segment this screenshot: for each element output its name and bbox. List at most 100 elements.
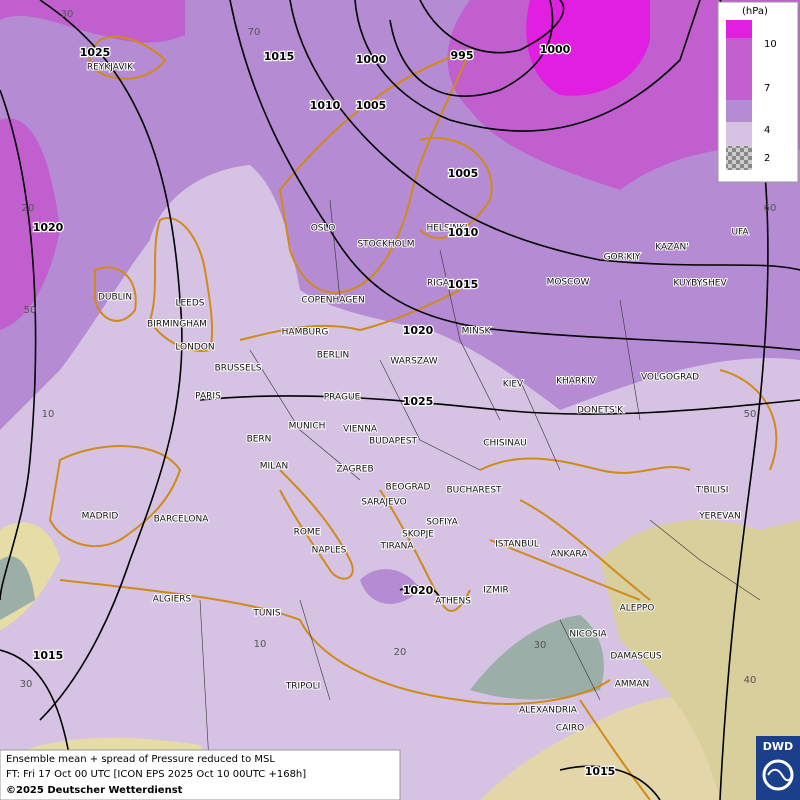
borders	[199, 199, 761, 781]
isobar-label: 1015	[264, 50, 295, 63]
isobar-label: 1025	[403, 395, 434, 408]
city-label: HAMBURG	[282, 328, 329, 338]
isobar-label: 1020	[33, 221, 64, 234]
city-label: SOFIYA	[426, 518, 458, 528]
city-label: DUBLIN	[98, 293, 132, 303]
city-label: KHARKIV	[556, 377, 597, 387]
city-label: BIRMINGHAM	[147, 320, 207, 330]
legend-level: 4	[764, 125, 770, 136]
city-label: MADRID	[82, 512, 119, 522]
city-label: ANKARA	[551, 550, 589, 560]
footer: Ensemble mean + spread of Pressure reduc…	[0, 749, 401, 800]
city-label: CHISINAU	[483, 439, 527, 449]
graticule-label: 70	[248, 27, 261, 38]
city-label: MILAN	[260, 462, 289, 472]
legend-unit: (hPa)	[742, 6, 768, 17]
graticule-label: 20	[22, 203, 35, 214]
city-label: T'BILISI	[695, 486, 729, 496]
graticule-label: 20	[394, 647, 407, 658]
city-label: GOR'KIY	[604, 253, 641, 263]
graticule-label: 30	[20, 679, 33, 690]
city-label: TRIPOLI	[285, 682, 321, 692]
city-label: BEOGRAD	[386, 483, 431, 493]
city-label: TIRANA	[379, 542, 414, 552]
city-label: SKOPJE	[402, 530, 434, 540]
isobar-label: 1020	[403, 324, 434, 337]
isobar-label: 1000	[540, 43, 571, 56]
graticule-label: 30	[61, 9, 74, 20]
city-label: ATHENS	[435, 597, 471, 607]
city-label: BRUSSELS	[215, 364, 262, 374]
graticule-label: 10	[254, 639, 267, 650]
city-label: AMMAN	[615, 680, 650, 690]
city-label: HELSINKI	[426, 224, 467, 234]
city-label: TUNIS	[252, 609, 280, 619]
city-label: BERLIN	[317, 351, 350, 361]
city-label: PARIS	[195, 392, 221, 402]
graticule-label: 30	[534, 640, 547, 651]
isobar-label: 1015	[33, 649, 64, 662]
city-label: ALEXANDRIA	[519, 706, 578, 716]
isobar-label: 1025	[80, 46, 111, 59]
city-label: PRAGUE	[324, 393, 361, 403]
logo: DWD	[756, 736, 800, 800]
city-label: MUNICH	[289, 422, 326, 432]
city-label: BUCHAREST	[446, 486, 502, 496]
isobar-label: 1010	[448, 226, 479, 239]
legend-level: 7	[764, 83, 770, 94]
city-label: COPENHAGEN	[301, 296, 364, 306]
city-label: KIEV	[503, 380, 524, 390]
city-label: CAIRO	[556, 724, 584, 734]
city-label: VOLGOGRAD	[641, 373, 699, 383]
isobar-label: 1020	[403, 584, 434, 597]
footer-line: ©2025 Deutscher Wetterdienst	[6, 785, 183, 796]
city-label: BERN	[247, 435, 272, 445]
city-label: ALEPPO	[620, 604, 655, 614]
logo-text: DWD	[763, 740, 793, 753]
graticule-label: 50	[24, 305, 37, 316]
isobar-label: 1010	[310, 99, 341, 112]
city-label: LEEDS	[175, 299, 204, 309]
city-label: OSLO	[311, 224, 336, 234]
city-label: BUDAPEST	[369, 437, 418, 447]
legend: (hPa) 10 7 4 2	[717, 1, 799, 183]
city-label: KAZAN'	[655, 243, 688, 253]
footer-line: Ensemble mean + spread of Pressure reduc…	[6, 754, 275, 765]
city-label: NICOSIA	[569, 630, 607, 640]
coastlines	[48, 35, 778, 800]
city-label: UFA	[731, 228, 749, 238]
isobar-label: 1015	[448, 278, 479, 291]
city-label: LONDON	[175, 343, 214, 353]
city-label: ALGIERS	[153, 595, 192, 605]
city-label: NAPLES	[312, 546, 347, 556]
isobar-label: 995	[451, 49, 474, 62]
graticule-label: 50	[744, 409, 757, 420]
city-label: REYKJAVIK	[87, 63, 134, 73]
city-label: MINSK	[462, 327, 492, 337]
isobar-label: 1000	[356, 53, 387, 66]
city-label: RIGA	[427, 279, 450, 289]
city-label: ISTANBUL	[495, 540, 539, 550]
legend-level: 2	[764, 153, 770, 164]
city-label: DAMASCUS	[610, 652, 661, 662]
city-label: VIENNA	[343, 425, 378, 435]
city-label: IZMIR	[483, 586, 509, 596]
city-label: YEREVAN	[698, 512, 741, 522]
city-label: MOSCOW	[547, 278, 590, 288]
isobar-label: 1005	[448, 167, 479, 180]
legend-level: 10	[764, 39, 777, 50]
city-label: SARAJEVO	[361, 498, 407, 508]
city-label: ROME	[294, 528, 321, 538]
isobar-label: 1015	[585, 765, 616, 778]
city-label: DONETS'K	[577, 406, 624, 416]
isobar-label: 1005	[356, 99, 387, 112]
city-label: WARSZAW	[390, 357, 437, 367]
graticule-label: 40	[744, 675, 757, 686]
city-label: ZAGREB	[336, 465, 373, 475]
graticule-label: 10	[42, 409, 55, 420]
city-label: STOCKHOLM	[357, 240, 414, 250]
city-label: KUYBYSHEV	[673, 279, 727, 289]
